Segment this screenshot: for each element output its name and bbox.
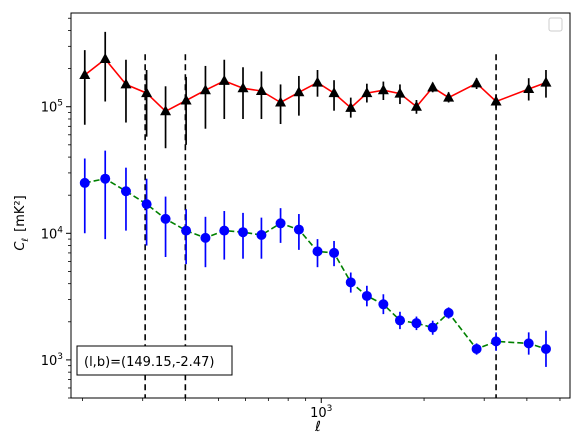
data-point-triangle <box>160 105 172 116</box>
data-point-triangle <box>120 78 132 89</box>
data-point-circle <box>345 277 356 288</box>
data-point-triangle <box>394 87 406 98</box>
data-point-triangle <box>328 87 340 98</box>
data-point-circle <box>238 227 249 238</box>
data-point-triangle <box>427 81 439 92</box>
data-point-triangle <box>237 82 249 93</box>
data-point-triangle <box>180 94 192 105</box>
data-point-triangle <box>218 74 230 85</box>
data-point-triangle <box>540 76 552 87</box>
data-point-triangle <box>199 84 211 95</box>
data-point-triangle <box>361 87 373 98</box>
annotation-text: (l,b)=(149.15,-2.47) <box>84 355 214 370</box>
y-tick-label: 105 <box>41 99 63 116</box>
data-point-triangle <box>490 95 502 106</box>
data-point-circle <box>523 338 534 349</box>
data-point-triangle <box>255 85 267 96</box>
y-axis-label-main: C <box>13 241 28 251</box>
data-point-circle <box>312 246 323 257</box>
plot-frame <box>70 12 571 399</box>
y-axis-label-unit: [mK²] <box>13 195 28 232</box>
data-point-triangle <box>523 83 535 94</box>
legend <box>548 17 563 32</box>
data-point-circle <box>394 315 405 326</box>
data-point-circle <box>491 336 502 347</box>
x-tick-label: 103 <box>310 404 332 421</box>
axis-ticks: 103 104 105 103 <box>41 17 561 421</box>
svg-text:Cℓ[mK²]: Cℓ [mK²] <box>13 195 31 250</box>
y-axis-label-sub: ℓ <box>21 238 31 243</box>
y-tick-label: 103 <box>41 352 63 369</box>
y-axis-label: Cℓ [mK²] <box>13 195 31 250</box>
data-point-triangle <box>293 86 305 97</box>
series-line-1 <box>84 177 547 350</box>
data-point-circle <box>275 218 286 229</box>
data-point-circle <box>160 213 171 224</box>
data-point-circle <box>200 232 211 243</box>
data-point-circle <box>141 199 152 210</box>
data-point-triangle <box>443 91 455 102</box>
data-point-circle <box>427 322 438 333</box>
data-point-triangle <box>377 84 389 95</box>
data-point-triangle <box>410 100 422 111</box>
data-point-circle <box>411 318 422 329</box>
data-point-triangle <box>345 101 357 112</box>
data-point-circle <box>219 225 230 236</box>
data-point-circle <box>471 343 482 354</box>
y-tick-label: 104 <box>41 225 64 242</box>
data-point-circle <box>361 290 372 301</box>
data-point-circle <box>329 247 340 258</box>
data-point-triangle <box>141 87 153 98</box>
data-point-circle <box>293 224 304 235</box>
data-point-circle <box>100 173 111 184</box>
data-point-triangle <box>79 69 91 80</box>
data-point-circle <box>181 225 192 236</box>
data-point-triangle <box>471 77 483 88</box>
series-markers <box>79 53 552 354</box>
data-point-circle <box>540 343 551 354</box>
data-point-circle <box>120 186 131 197</box>
legend-box <box>548 17 563 32</box>
series-lines <box>84 57 547 350</box>
data-point-circle <box>79 177 90 188</box>
data-point-triangle <box>99 53 111 64</box>
data-point-circle <box>378 299 389 310</box>
data-point-circle <box>443 307 454 318</box>
data-point-triangle <box>275 96 287 107</box>
data-point-triangle <box>312 76 324 87</box>
annotation-box: (l,b)=(149.15,-2.47) <box>76 345 233 376</box>
x-axis-label: ℓ <box>314 419 321 435</box>
data-point-circle <box>256 229 267 240</box>
